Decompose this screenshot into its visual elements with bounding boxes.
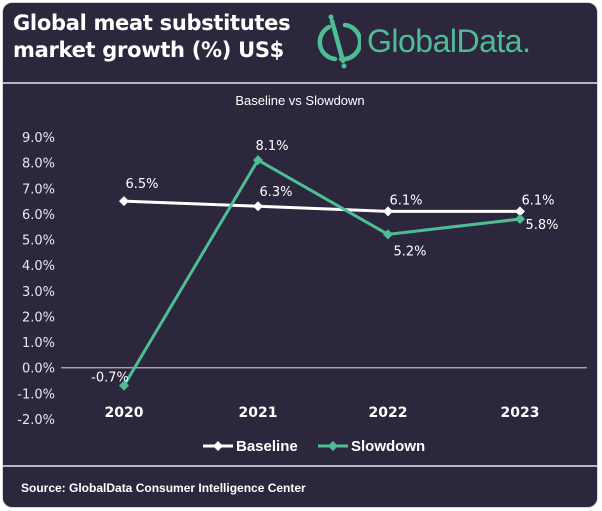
y-tick-label: -1.0%	[17, 387, 55, 402]
series-group	[119, 155, 525, 391]
header: Global meat substitutes market growth (%…	[3, 3, 597, 79]
data-labels: 6.5% 6.3% 6.1% 6.1% -0.7% 8.1% 5.2% 5.8%	[91, 139, 558, 386]
baseline-line	[123, 199, 520, 213]
slowdown-data-label: 5.8%	[525, 218, 558, 233]
globaldata-logo-icon	[317, 14, 361, 69]
source-note: Source: GlobalData Consumer Intelligence…	[21, 481, 306, 495]
legend-marker	[328, 441, 338, 451]
slowdown-point	[119, 380, 129, 391]
y-tick-label: 3.0%	[22, 285, 55, 300]
y-tick-label: 4.0%	[22, 259, 55, 274]
legend-item-baseline[interactable]: Baseline	[203, 438, 298, 455]
y-tick-label: 0.0%	[22, 362, 55, 377]
baseline-point	[253, 201, 263, 212]
slowdown-point	[253, 155, 263, 166]
x-axis: 2020 2021 2022 2023	[105, 405, 540, 421]
brand-name: GlobalData.	[367, 22, 531, 59]
legend: Baseline Slowdown	[203, 438, 425, 455]
slowdown-data-label: 8.1%	[255, 139, 288, 154]
baseline-point	[515, 206, 525, 217]
slowdown-point	[515, 214, 525, 225]
slowdown-line	[122, 158, 521, 387]
footer-divider	[3, 465, 597, 467]
legend-item-slowdown[interactable]: Slowdown	[318, 438, 425, 455]
x-tick-label: 2023	[501, 405, 540, 421]
y-tick-label: 2.0%	[22, 310, 55, 325]
legend-marker	[213, 441, 223, 451]
line-chart: 9.0% 8.0% 7.0% 6.0% 5.0% 4.0% 3.0% 2.0% 1.0% 0.0%…	[17, 131, 587, 455]
y-tick-label: 1.0%	[22, 336, 55, 351]
x-tick-label: 2020	[105, 405, 144, 421]
y-tick-label: 5.0%	[22, 234, 55, 249]
baseline-point	[119, 196, 129, 207]
header-divider	[3, 82, 597, 84]
brand-logo: GlobalData.	[315, 11, 531, 71]
baseline-point	[383, 206, 393, 217]
chart-main-title: Global meat substitutes market growth (%…	[13, 11, 291, 62]
y-tick-label: 8.0%	[22, 157, 55, 172]
slowdown-data-label: -0.7%	[91, 371, 129, 386]
legend-label: Slowdown	[351, 438, 425, 455]
baseline-data-label: 6.1%	[389, 193, 422, 208]
x-tick-label: 2021	[239, 405, 278, 421]
y-tick-label: 7.0%	[22, 182, 55, 197]
y-tick-label: 9.0%	[22, 131, 55, 146]
baseline-data-label: 6.3%	[259, 185, 292, 200]
baseline-data-label: 6.5%	[125, 177, 158, 192]
y-axis: 9.0% 8.0% 7.0% 6.0% 5.0% 4.0% 3.0% 2.0% 1.0% 0.0%…	[17, 131, 55, 428]
chart-title: Baseline vs Slowdown	[235, 93, 365, 108]
legend-label: Baseline	[236, 438, 298, 455]
y-tick-label: 6.0%	[22, 208, 55, 223]
y-tick-label: -2.0%	[17, 413, 55, 428]
slowdown-data-label: 5.2%	[393, 244, 426, 259]
x-tick-label: 2022	[369, 405, 408, 421]
slowdown-point	[383, 229, 393, 240]
baseline-data-label: 6.1%	[521, 193, 554, 208]
